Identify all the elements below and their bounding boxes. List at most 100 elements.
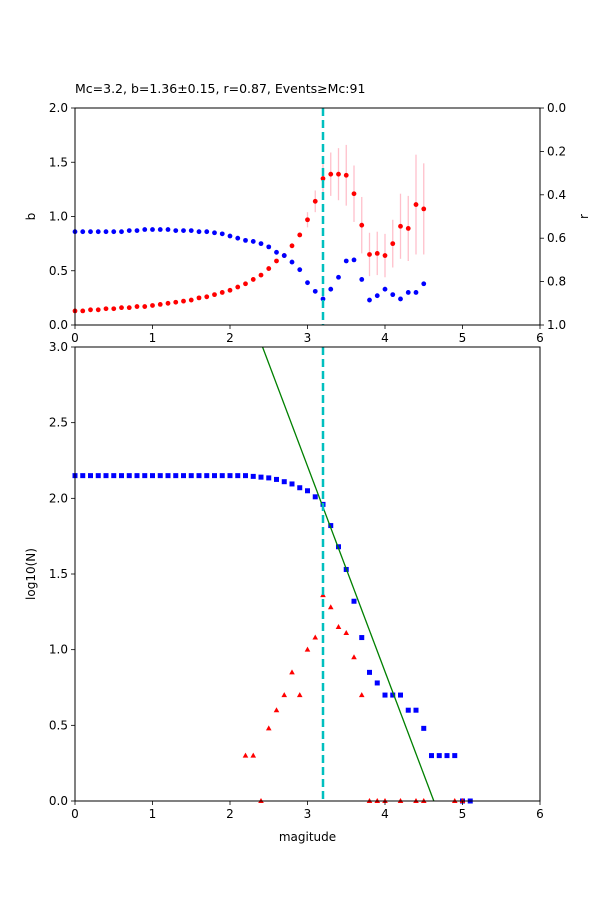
noncumulative-point: [304, 646, 311, 652]
r-point: [343, 258, 349, 264]
x-tick-label: 6: [536, 331, 544, 345]
r-point: [150, 227, 155, 232]
noncumulative-point: [281, 692, 288, 698]
y-axis-ticks: 0.0 0.5 1.0 1.5 2.0: [49, 101, 75, 332]
r-point: [188, 228, 194, 234]
b-point: [80, 308, 86, 314]
r-point: [367, 297, 372, 303]
r-value-series: [72, 227, 427, 303]
r-point: [142, 227, 148, 232]
b-point: [212, 292, 217, 298]
cumulative-point: [173, 473, 179, 479]
cumulative-point: [142, 473, 148, 479]
noncumulative-point: [358, 692, 365, 698]
r-point: [80, 229, 86, 235]
plot-frame: [74, 346, 541, 802]
r-point: [421, 281, 427, 287]
b-point: [188, 297, 194, 303]
r-point: [351, 257, 357, 263]
cumulative-point: [227, 473, 233, 479]
x-tick-label: 5: [459, 807, 467, 821]
r-point: [227, 233, 233, 239]
cumulative-point: [398, 692, 403, 698]
x-tick-label: 5: [459, 331, 467, 345]
y-tick-label: 0.0: [49, 318, 68, 332]
right-y-tick-label: 0.0: [547, 101, 566, 115]
noncumulative-series: [242, 592, 466, 803]
right-y-axis-label: r: [577, 214, 591, 219]
r-point: [235, 235, 241, 241]
cumulative-point: [181, 473, 186, 479]
b-point: [359, 222, 365, 228]
cumulative-point: [196, 473, 202, 479]
x-tick-label: 2: [226, 807, 234, 821]
noncumulative-point: [250, 752, 257, 758]
noncumulative-point: [265, 725, 272, 731]
b-point: [382, 253, 388, 258]
b-point: [266, 266, 272, 271]
cumulative-point: [297, 485, 303, 491]
r-point: [281, 253, 287, 258]
noncumulative-point: [335, 623, 342, 629]
noncumulative-point: [273, 707, 280, 713]
r-point: [289, 259, 295, 265]
y-tick-label: 0.5: [49, 264, 68, 278]
r-point: [173, 228, 179, 234]
r-point: [119, 229, 124, 235]
r-point: [111, 229, 117, 235]
b-point: [258, 272, 264, 278]
b-point: [181, 298, 186, 304]
cumulative-point: [95, 473, 101, 479]
x-tick-label: 1: [149, 331, 157, 345]
y-tick-label: 0.5: [49, 718, 68, 732]
x-axis-ticks: 0 1 2 3 4 5 6: [71, 325, 544, 345]
r-point: [250, 239, 256, 244]
y-tick-label: 1.0: [49, 210, 68, 224]
r-point: [336, 274, 341, 280]
cumulative-point: [328, 523, 334, 529]
b-point: [351, 191, 357, 197]
x-tick-label: 0: [71, 807, 79, 821]
cumulative-point: [429, 753, 434, 759]
b-point: [336, 171, 341, 177]
b-point: [405, 226, 411, 231]
b-value-error-bars: [306, 144, 425, 278]
b-point: [374, 250, 380, 256]
b-value-series: [72, 171, 427, 314]
b-point: [243, 281, 248, 287]
b-point: [204, 294, 210, 300]
r-point: [374, 293, 380, 299]
y-tick-label: 2.0: [49, 101, 68, 115]
cumulative-point: [165, 473, 171, 479]
cumulative-point: [111, 473, 117, 479]
cumulative-point: [359, 635, 365, 641]
cumulative-point: [243, 473, 248, 479]
x-axis-ticks: 0 1 2 3 4 5 6: [71, 801, 544, 821]
b-point: [196, 295, 202, 301]
r-point: [204, 229, 210, 235]
cumulative-point: [436, 753, 442, 759]
r-point: [274, 249, 279, 255]
b-point: [157, 301, 163, 307]
b-point: [150, 303, 155, 308]
cumulative-point: [150, 473, 155, 479]
r-point: [359, 277, 365, 282]
cumulative-point: [134, 473, 140, 479]
x-tick-label: 3: [304, 331, 312, 345]
b-point: [235, 284, 241, 290]
fit-line: [261, 346, 435, 802]
y-tick-label: 1.0: [49, 643, 68, 657]
cumulative-point: [374, 680, 380, 686]
b-point: [173, 299, 179, 305]
cumulative-point: [103, 473, 109, 479]
r-point: [266, 244, 272, 250]
cumulative-point: [351, 598, 357, 604]
y-tick-label: 3.0: [49, 340, 68, 354]
r-point: [181, 228, 186, 234]
y-tick-label: 0.0: [49, 794, 68, 808]
noncumulative-point: [343, 630, 350, 636]
cumulative-point: [258, 474, 264, 480]
x-tick-label: 0: [71, 331, 79, 345]
b-point: [289, 243, 295, 249]
